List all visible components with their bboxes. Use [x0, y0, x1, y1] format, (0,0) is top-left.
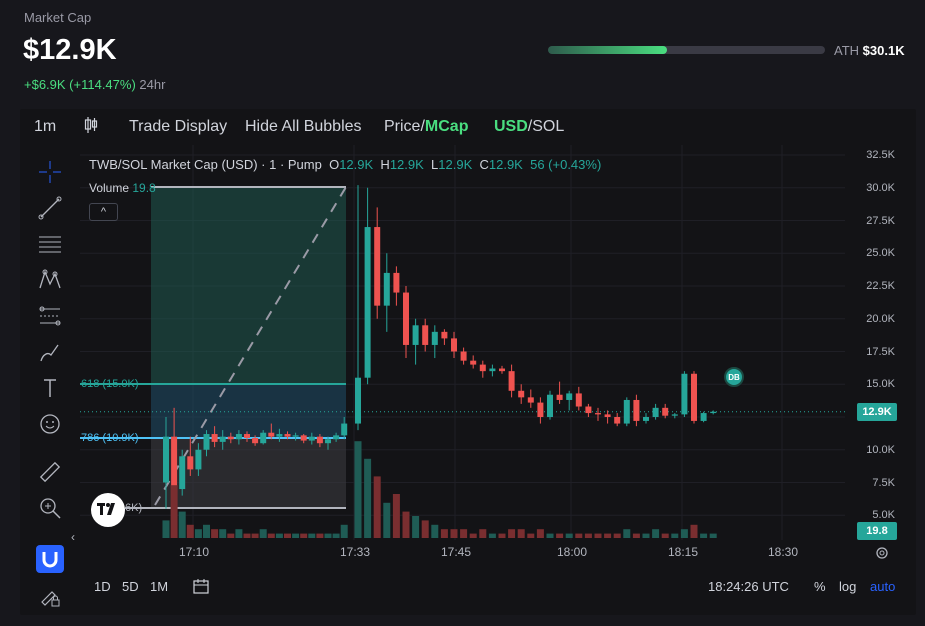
collapse-legend-button[interactable]: ^	[89, 203, 118, 221]
time-tick-label: 18:00	[557, 545, 588, 559]
market-cap-value: $12.9K	[23, 34, 117, 66]
high-value: 12.9K	[389, 157, 424, 172]
usd-sol-toggle[interactable]: USD/SOL	[494, 118, 564, 136]
time-tick-label: 18:30	[768, 545, 799, 559]
fib-1-label: 6K)	[125, 502, 143, 514]
collapse-toolbar-icon[interactable]: ‹	[71, 530, 75, 544]
open-key: O	[329, 157, 340, 172]
log-toggle[interactable]: log	[839, 579, 857, 594]
auto-toggle[interactable]: auto	[870, 579, 896, 594]
dev-bubble-badge[interactable]: DB	[724, 367, 744, 387]
change-value-legend: 56 (+0.43%)	[530, 157, 602, 172]
low-value: 12.9K	[438, 157, 473, 172]
price-tick-label: 30.0K	[866, 181, 895, 194]
usd-option: USD	[494, 118, 528, 135]
time-tick-label: 17:45	[441, 545, 472, 559]
settings-icon[interactable]	[874, 545, 890, 566]
time-tick-label: 17:10	[179, 545, 210, 559]
mcap-option: MCap	[424, 118, 469, 135]
magnet-icon[interactable]	[36, 545, 64, 573]
ath-progress-bar	[548, 46, 825, 54]
volume-legend: Volume 19.8	[89, 181, 156, 195]
price-tick-label: 20.0K	[866, 312, 895, 325]
current-price-tag: 12.9K	[857, 403, 897, 421]
tradingview-logo-icon[interactable]	[91, 493, 125, 527]
lock-icon[interactable]	[36, 582, 64, 610]
text-icon[interactable]	[36, 374, 64, 402]
market-cap-change: +$6.9K (+114.47%) 24hr	[24, 77, 165, 92]
price-tick-label: 15.0K	[866, 378, 895, 391]
price-tick-label: 17.5K	[866, 345, 895, 358]
price-mcap-toggle[interactable]: Price/MCap	[384, 118, 468, 136]
emoji-icon[interactable]	[36, 410, 64, 438]
time-tick-label: 17:33	[340, 545, 371, 559]
range-1d-button[interactable]: 1D	[94, 579, 111, 594]
close-key: C	[479, 157, 489, 172]
price-tick-label: 27.5K	[866, 214, 895, 227]
volume-tag: 19.8	[857, 522, 897, 540]
price-option: Price/	[384, 118, 425, 135]
interval-button[interactable]: 1m	[34, 118, 57, 135]
price-tick-label: 10.0K	[866, 443, 895, 456]
chart-legend: TWB/SOL Market Cap (USD) · 1 · Pump O12.…	[89, 157, 601, 172]
percent-toggle[interactable]: %	[814, 579, 826, 594]
price-tick-label: 7.5K	[872, 476, 895, 489]
price-tick-label: 5.0K	[872, 509, 895, 522]
ath-progress-fill	[548, 46, 668, 54]
hide-bubbles-button[interactable]: Hide All Bubbles	[245, 118, 362, 135]
low-key: L	[431, 157, 439, 172]
crosshair-icon[interactable]	[36, 158, 64, 186]
high-key: H	[380, 157, 390, 172]
ath-label: ATH	[834, 43, 860, 58]
fib-icon[interactable]	[36, 302, 64, 330]
change-period: 24hr	[139, 77, 166, 92]
price-tick-label: 25.0K	[866, 247, 895, 260]
candlestick-icon[interactable]	[84, 115, 98, 140]
sol-option: /SOL	[527, 118, 565, 135]
range-5d-button[interactable]: 5D	[122, 579, 139, 594]
change-value: +$6.9K (+114.47%)	[24, 77, 136, 92]
calendar-icon[interactable]	[192, 577, 210, 598]
clock-time[interactable]: 18:24:26 UTC	[708, 579, 789, 594]
close-value: 12.9K	[488, 157, 523, 172]
price-tick-label: 22.5K	[866, 280, 895, 292]
fib-786-label: 786 (10.9K)	[81, 432, 139, 444]
trend-line-icon[interactable]	[36, 194, 64, 222]
volume-label: Volume	[89, 181, 130, 195]
trade-display-button[interactable]: Trade Display	[129, 118, 228, 135]
horizontal-lines-icon[interactable]	[36, 230, 64, 258]
ath-value: $30.1K	[862, 43, 905, 58]
price-tick-label: 32.5K	[866, 149, 895, 161]
open-value: 12.9K	[339, 157, 374, 172]
ath-text: ATH $30.1K	[834, 43, 905, 58]
volume-value: 19.8	[132, 181, 156, 195]
fib-618-label: 618 (15.0K)	[81, 378, 139, 390]
chevron-up-icon: ^	[100, 206, 107, 218]
time-tick-label: 18:15	[668, 545, 699, 559]
brush-icon[interactable]	[36, 338, 64, 366]
chart-title: TWB/SOL Market Cap (USD) · 1 · Pump	[89, 157, 322, 172]
pattern-icon[interactable]	[36, 266, 64, 294]
zoom-icon[interactable]	[36, 494, 64, 522]
market-cap-label: Market Cap	[24, 10, 92, 25]
ruler-icon[interactable]	[36, 458, 64, 486]
range-1m-button[interactable]: 1M	[150, 579, 169, 594]
